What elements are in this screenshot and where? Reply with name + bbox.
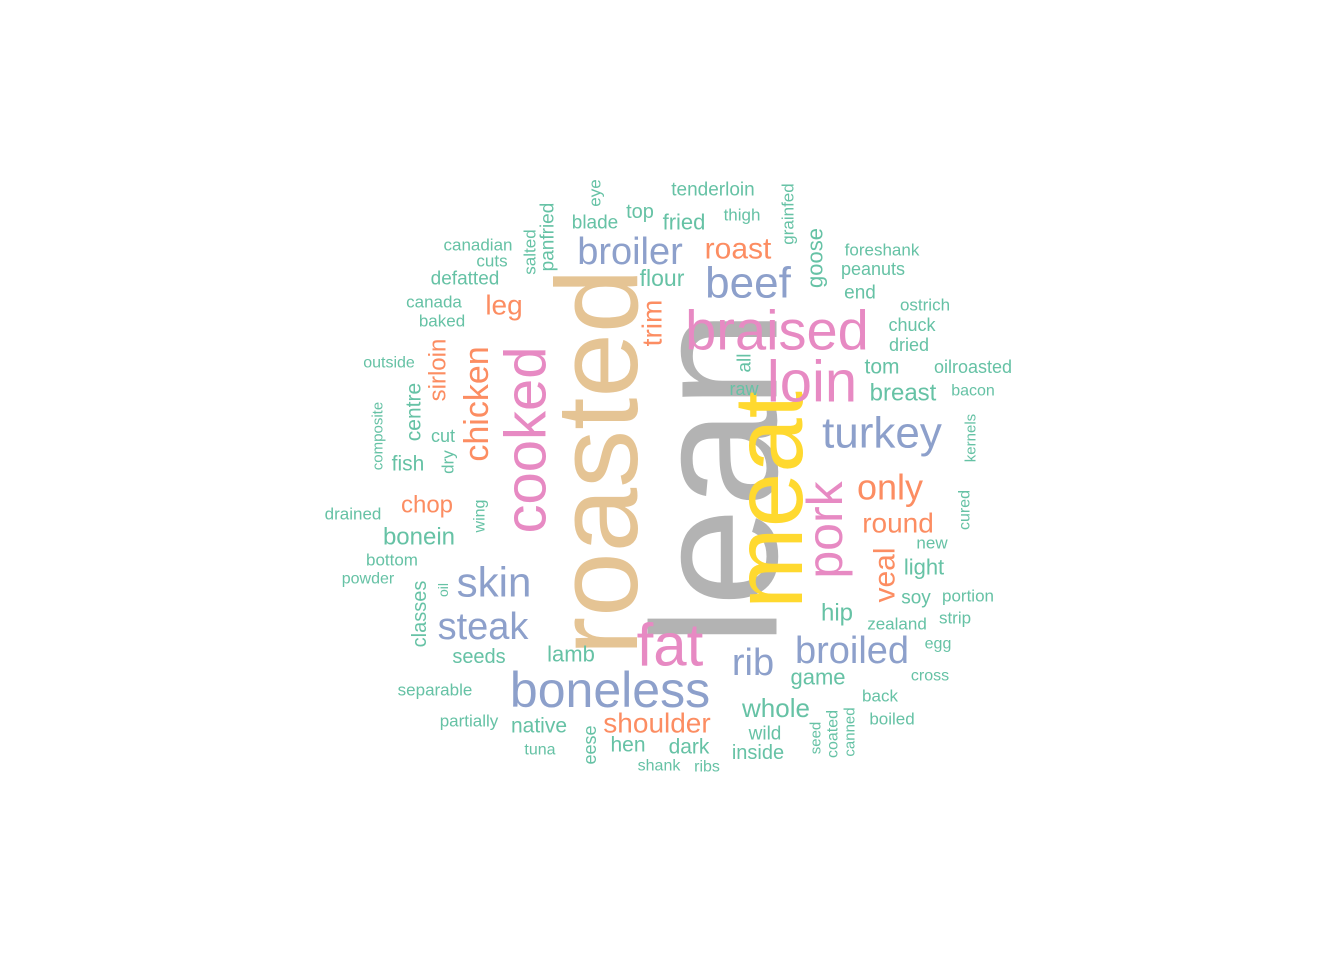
cloud-word-leg: leg	[485, 290, 522, 321]
cloud-word-turkey: turkey	[822, 409, 942, 458]
cloud-word-composite: composite	[370, 402, 387, 470]
cloud-word-eye: eye	[586, 179, 605, 206]
cloud-word-oil: oil	[435, 583, 451, 597]
cloud-word-shoulder: shoulder	[603, 708, 710, 739]
cloud-word-powder: powder	[342, 571, 395, 588]
cloud-word-classes: classes	[409, 581, 431, 648]
cloud-word-drained: drained	[325, 505, 382, 524]
cloud-word-wing: wing	[472, 500, 489, 534]
cloud-word-defatted: defatted	[431, 269, 500, 290]
cloud-word-lamb: lamb	[547, 642, 595, 667]
cloud-word-eese: eese	[580, 725, 600, 764]
cloud-word-loin: loin	[767, 350, 857, 415]
cloud-word-dried: dried	[889, 335, 929, 355]
cloud-word-egg: egg	[925, 636, 952, 653]
cloud-word-foreshank: foreshank	[845, 241, 920, 260]
cloud-word-wild: wild	[748, 724, 782, 745]
cloud-word-bacon: bacon	[951, 383, 995, 400]
cloud-word-tom: tom	[864, 356, 899, 379]
cloud-word-new: new	[916, 534, 948, 553]
cloud-word-only: only	[857, 467, 923, 508]
cloud-word-all: all	[735, 353, 756, 372]
cloud-word-kernels: kernels	[963, 414, 980, 462]
cloud-word-boneless: boneless	[510, 662, 710, 718]
cloud-word-cross: cross	[911, 668, 949, 685]
cloud-word-round: round	[862, 508, 934, 539]
cloud-word-oilroasted: oilroasted	[934, 357, 1012, 377]
cloud-word-whole: whole	[741, 693, 810, 723]
cloud-word-lean: lean	[616, 310, 815, 647]
cloud-word-ribs: ribs	[694, 759, 720, 776]
cloud-word-canadian: canadian	[443, 236, 512, 255]
cloud-word-dark: dark	[669, 736, 710, 759]
cloud-word-baked: baked	[419, 312, 465, 331]
cloud-word-fried: fried	[663, 210, 706, 235]
cloud-word-chuck: chuck	[888, 315, 936, 335]
cloud-word-skin: skin	[457, 559, 532, 606]
cloud-word-top: top	[626, 201, 654, 223]
cloud-word-partially: partially	[440, 712, 499, 731]
cloud-word-sirloin: sirloin	[425, 339, 452, 402]
cloud-word-tenderloin: tenderloin	[671, 180, 754, 201]
cloud-word-veal: veal	[869, 547, 902, 602]
cloud-word-rib: rib	[732, 642, 774, 684]
cloud-word-strip: strip	[939, 609, 971, 628]
cloud-word-canada: canada	[406, 293, 462, 312]
cloud-word-blade: blade	[572, 213, 619, 234]
cloud-word-dry: dry	[439, 450, 458, 474]
cloud-word-broiler: broiler	[577, 231, 683, 273]
cloud-word-seeds: seeds	[452, 646, 505, 668]
cloud-word-cut: cut	[431, 426, 455, 446]
cloud-word-seed: seed	[808, 722, 825, 755]
cloud-word-broiled: broiled	[795, 630, 909, 672]
cloud-word-chop: chop	[401, 492, 453, 519]
cloud-word-thigh: thigh	[724, 206, 761, 225]
cloud-word-canned: canned	[842, 707, 859, 756]
cloud-word-braised: braised	[685, 299, 869, 362]
cloud-word-centre: centre	[403, 383, 426, 441]
cloud-word-fish: fish	[392, 453, 425, 476]
cloud-word-tuna: tuna	[524, 742, 555, 759]
cloud-word-breast: breast	[870, 380, 937, 407]
cloud-word-salted: salted	[521, 229, 540, 274]
cloud-word-peanuts: peanuts	[841, 259, 905, 279]
cloud-word-chicken: chicken	[458, 346, 496, 461]
cloud-word-game: game	[790, 665, 845, 690]
cloud-word-hen: hen	[610, 734, 645, 757]
cloud-word-zealand: zealand	[867, 615, 927, 634]
cloud-word-boiled: boiled	[869, 710, 914, 729]
cloud-word-steak: steak	[438, 606, 530, 648]
cloud-word-grainfed: grainfed	[779, 183, 798, 244]
cloud-word-portion: portion	[942, 587, 994, 606]
cloud-word-outside: outside	[363, 355, 415, 372]
cloud-word-shank: shank	[638, 758, 682, 775]
cloud-word-roasted: roasted	[532, 269, 662, 656]
cloud-word-panfried: panfried	[538, 203, 559, 272]
cloud-word-goose: goose	[803, 228, 828, 288]
cloud-word-coated: coated	[825, 710, 842, 758]
cloud-word-soy: soy	[901, 588, 931, 609]
cloud-word-separable: separable	[398, 681, 473, 700]
cloud-word-light: light	[904, 555, 944, 580]
cloud-word-native: native	[511, 715, 567, 738]
cloud-word-fat: fat	[637, 612, 704, 679]
cloud-word-bonein: bonein	[383, 524, 455, 551]
cloud-word-roast: roast	[705, 233, 772, 266]
cloud-word-inside: inside	[732, 742, 784, 764]
cloud-word-meat: meat	[713, 391, 823, 609]
cloud-word-pork: pork	[797, 480, 853, 578]
cloud-word-back: back	[862, 687, 898, 706]
cloud-word-cuts: cuts	[476, 252, 507, 271]
cloud-word-trim: trim	[637, 300, 668, 347]
cloud-word-hip: hip	[821, 600, 853, 627]
cloud-word-raw: raw	[729, 379, 759, 399]
cloud-word-bottom: bottom	[366, 551, 418, 570]
cloud-word-cured: cured	[957, 490, 974, 530]
cloud-word-end: end	[844, 283, 876, 304]
cloud-word-cooked: cooked	[494, 346, 559, 533]
cloud-word-flour: flour	[640, 265, 685, 291]
cloud-word-beef: beef	[705, 259, 791, 308]
cloud-word-ostrich: ostrich	[900, 296, 950, 315]
